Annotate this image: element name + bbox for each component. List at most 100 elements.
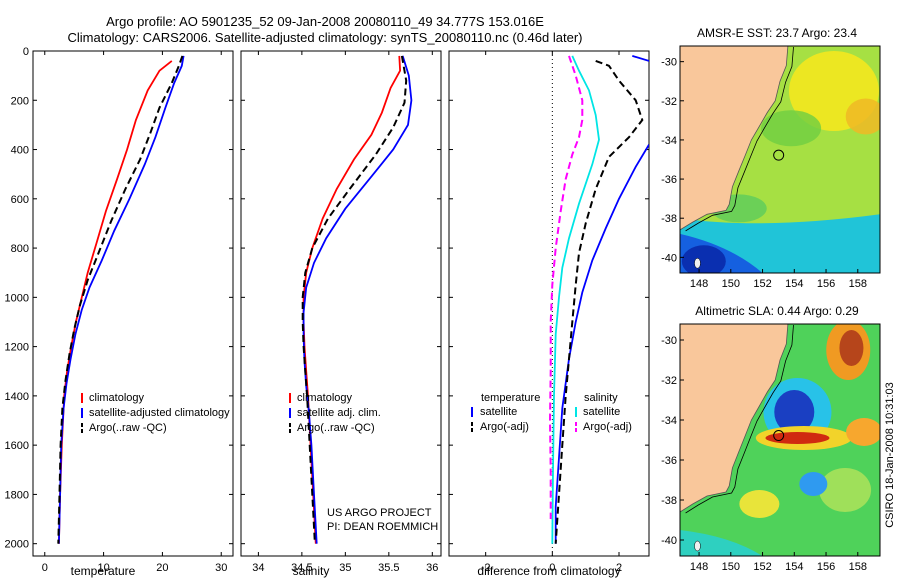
x-axis-label: salinity <box>293 564 330 578</box>
map-x-tick-label: 150 <box>722 278 740 290</box>
legend-label: climatology <box>89 392 145 404</box>
land-mass <box>680 46 788 230</box>
map-1: 148 150 152 154 156 158 -30 -32 -34 -36 -38 -40 Alti… <box>661 304 881 573</box>
series-line-3 <box>551 55 600 544</box>
x-tick-label: 10 <box>97 562 109 574</box>
map-x-tick-label: 152 <box>753 561 771 573</box>
x-tick-label: 2 <box>616 562 622 574</box>
x-tick-label: 20 <box>156 562 168 574</box>
sla-mid <box>739 490 780 518</box>
legend-label: satellite-adjusted climatology <box>89 407 230 419</box>
map-y-tick-label: -38 <box>661 495 677 507</box>
y-tick-label: 1400 <box>5 391 29 403</box>
map-y-tick-label: -32 <box>661 96 677 108</box>
x-axis-label: difference from climatology <box>477 564 620 578</box>
series-line-2 <box>554 59 644 544</box>
map-x-tick-label: 150 <box>722 561 740 573</box>
island <box>694 257 701 269</box>
sla-mid <box>819 468 872 512</box>
map-x-tick-label: 158 <box>849 561 867 573</box>
island <box>694 540 701 552</box>
argo-position-marker <box>773 430 785 442</box>
project-note: PI: DEAN ROEMMICH <box>327 521 438 533</box>
map-title: AMSR-E SST: 23.7 Argo: 23.4 <box>697 26 857 40</box>
cool-patch <box>761 110 822 147</box>
y-tick-label: 400 <box>11 145 29 157</box>
series-line-0 <box>632 55 649 63</box>
sla-south <box>680 530 763 556</box>
map-y-tick-label: -30 <box>661 335 677 347</box>
sla-high-core <box>839 330 864 366</box>
map-x-tick-label: 152 <box>753 278 771 290</box>
sla-high <box>846 418 880 446</box>
y-tick-label: 1000 <box>5 292 29 304</box>
map-y-tick-label: -36 <box>661 455 677 467</box>
series-group <box>301 55 413 544</box>
x-tick-label: 0 <box>42 562 48 574</box>
y-tick-label: 1800 <box>5 489 29 501</box>
map-y-tick-label: -34 <box>661 135 677 147</box>
shelf-contour <box>685 46 794 232</box>
panel-salinity: 34 34.5 35 35.5 36 salinity climatology satelli… <box>240 50 442 578</box>
map-x-tick-label: 158 <box>849 278 867 290</box>
y-tick-label: 0 <box>23 46 29 58</box>
x-tick-label: 35.5 <box>378 562 399 574</box>
legend-label: Argo(-adj) <box>480 421 529 433</box>
legend-label: Argo(..raw -QC) <box>297 422 375 434</box>
map-0: 148 150 152 154 156 158 -30 -32 -34 -36 -38 -40 AMSR… <box>661 26 881 290</box>
x-tick-label: -2 <box>481 562 491 574</box>
series-line-1 <box>302 55 413 544</box>
y-tick-label: 1600 <box>5 440 29 452</box>
map-x-tick-label: 154 <box>785 561 803 573</box>
panel-temperature: 0 200 400 600 800 1000 1200 1400 1600 1800 2000 0 10… <box>5 46 234 578</box>
series-line-1 <box>554 144 649 544</box>
map-y-tick-label: -34 <box>661 415 677 427</box>
cold-water-core <box>681 245 726 273</box>
legend-label: satellite <box>480 406 517 418</box>
map-x-tick-label: 148 <box>690 278 708 290</box>
x-tick-label: 34 <box>252 562 264 574</box>
map-y-tick-label: -40 <box>661 535 677 547</box>
land-mass <box>680 324 788 512</box>
map-field <box>680 324 880 556</box>
map-y-tick-label: -38 <box>661 213 677 225</box>
legend-header-temperature: temperature <box>481 392 540 404</box>
shelf-contour <box>685 324 794 514</box>
plot-frame <box>448 50 650 557</box>
map-y-tick-label: -30 <box>661 57 677 69</box>
x-tick-label: 34.5 <box>291 562 312 574</box>
legend-label: Argo(..raw -QC) <box>89 422 167 434</box>
warm-patch <box>845 98 880 135</box>
y-tick-label: 1200 <box>5 342 29 354</box>
argo-position-marker <box>773 149 785 161</box>
series-line-2 <box>301 55 408 544</box>
map-y-tick-label: -32 <box>661 375 677 387</box>
x-tick-label: 30 <box>215 562 227 574</box>
series-group <box>57 55 185 544</box>
map-frame <box>679 45 881 274</box>
series-line-1 <box>58 55 185 544</box>
y-tick-label: 800 <box>11 243 29 255</box>
y-tick-label: 600 <box>11 194 29 206</box>
series-line-4 <box>548 55 584 519</box>
map-y-tick-label: -36 <box>661 174 677 186</box>
map-x-tick-label: 156 <box>817 561 835 573</box>
legend-label: climatology <box>297 392 353 404</box>
sla-low <box>799 472 828 496</box>
sla-low-core <box>774 390 815 434</box>
map-x-tick-label: 154 <box>785 278 803 290</box>
map-field <box>680 46 880 273</box>
x-tick-label: 0 <box>549 562 555 574</box>
series-group <box>548 55 649 544</box>
sla-ridge-core <box>765 432 830 444</box>
series-line-2 <box>57 55 184 544</box>
map-title: Altimetric SLA: 0.44 Argo: 0.29 <box>695 304 859 318</box>
legend-label: satellite <box>583 406 620 418</box>
map-y-tick-label: -40 <box>661 252 677 264</box>
figure-title-line-1: Argo profile: AO 5901235_52 09-Jan-2008 … <box>106 14 544 29</box>
project-note: US ARGO PROJECT <box>327 507 432 519</box>
plot-frame <box>32 50 234 557</box>
coastline <box>680 324 789 513</box>
